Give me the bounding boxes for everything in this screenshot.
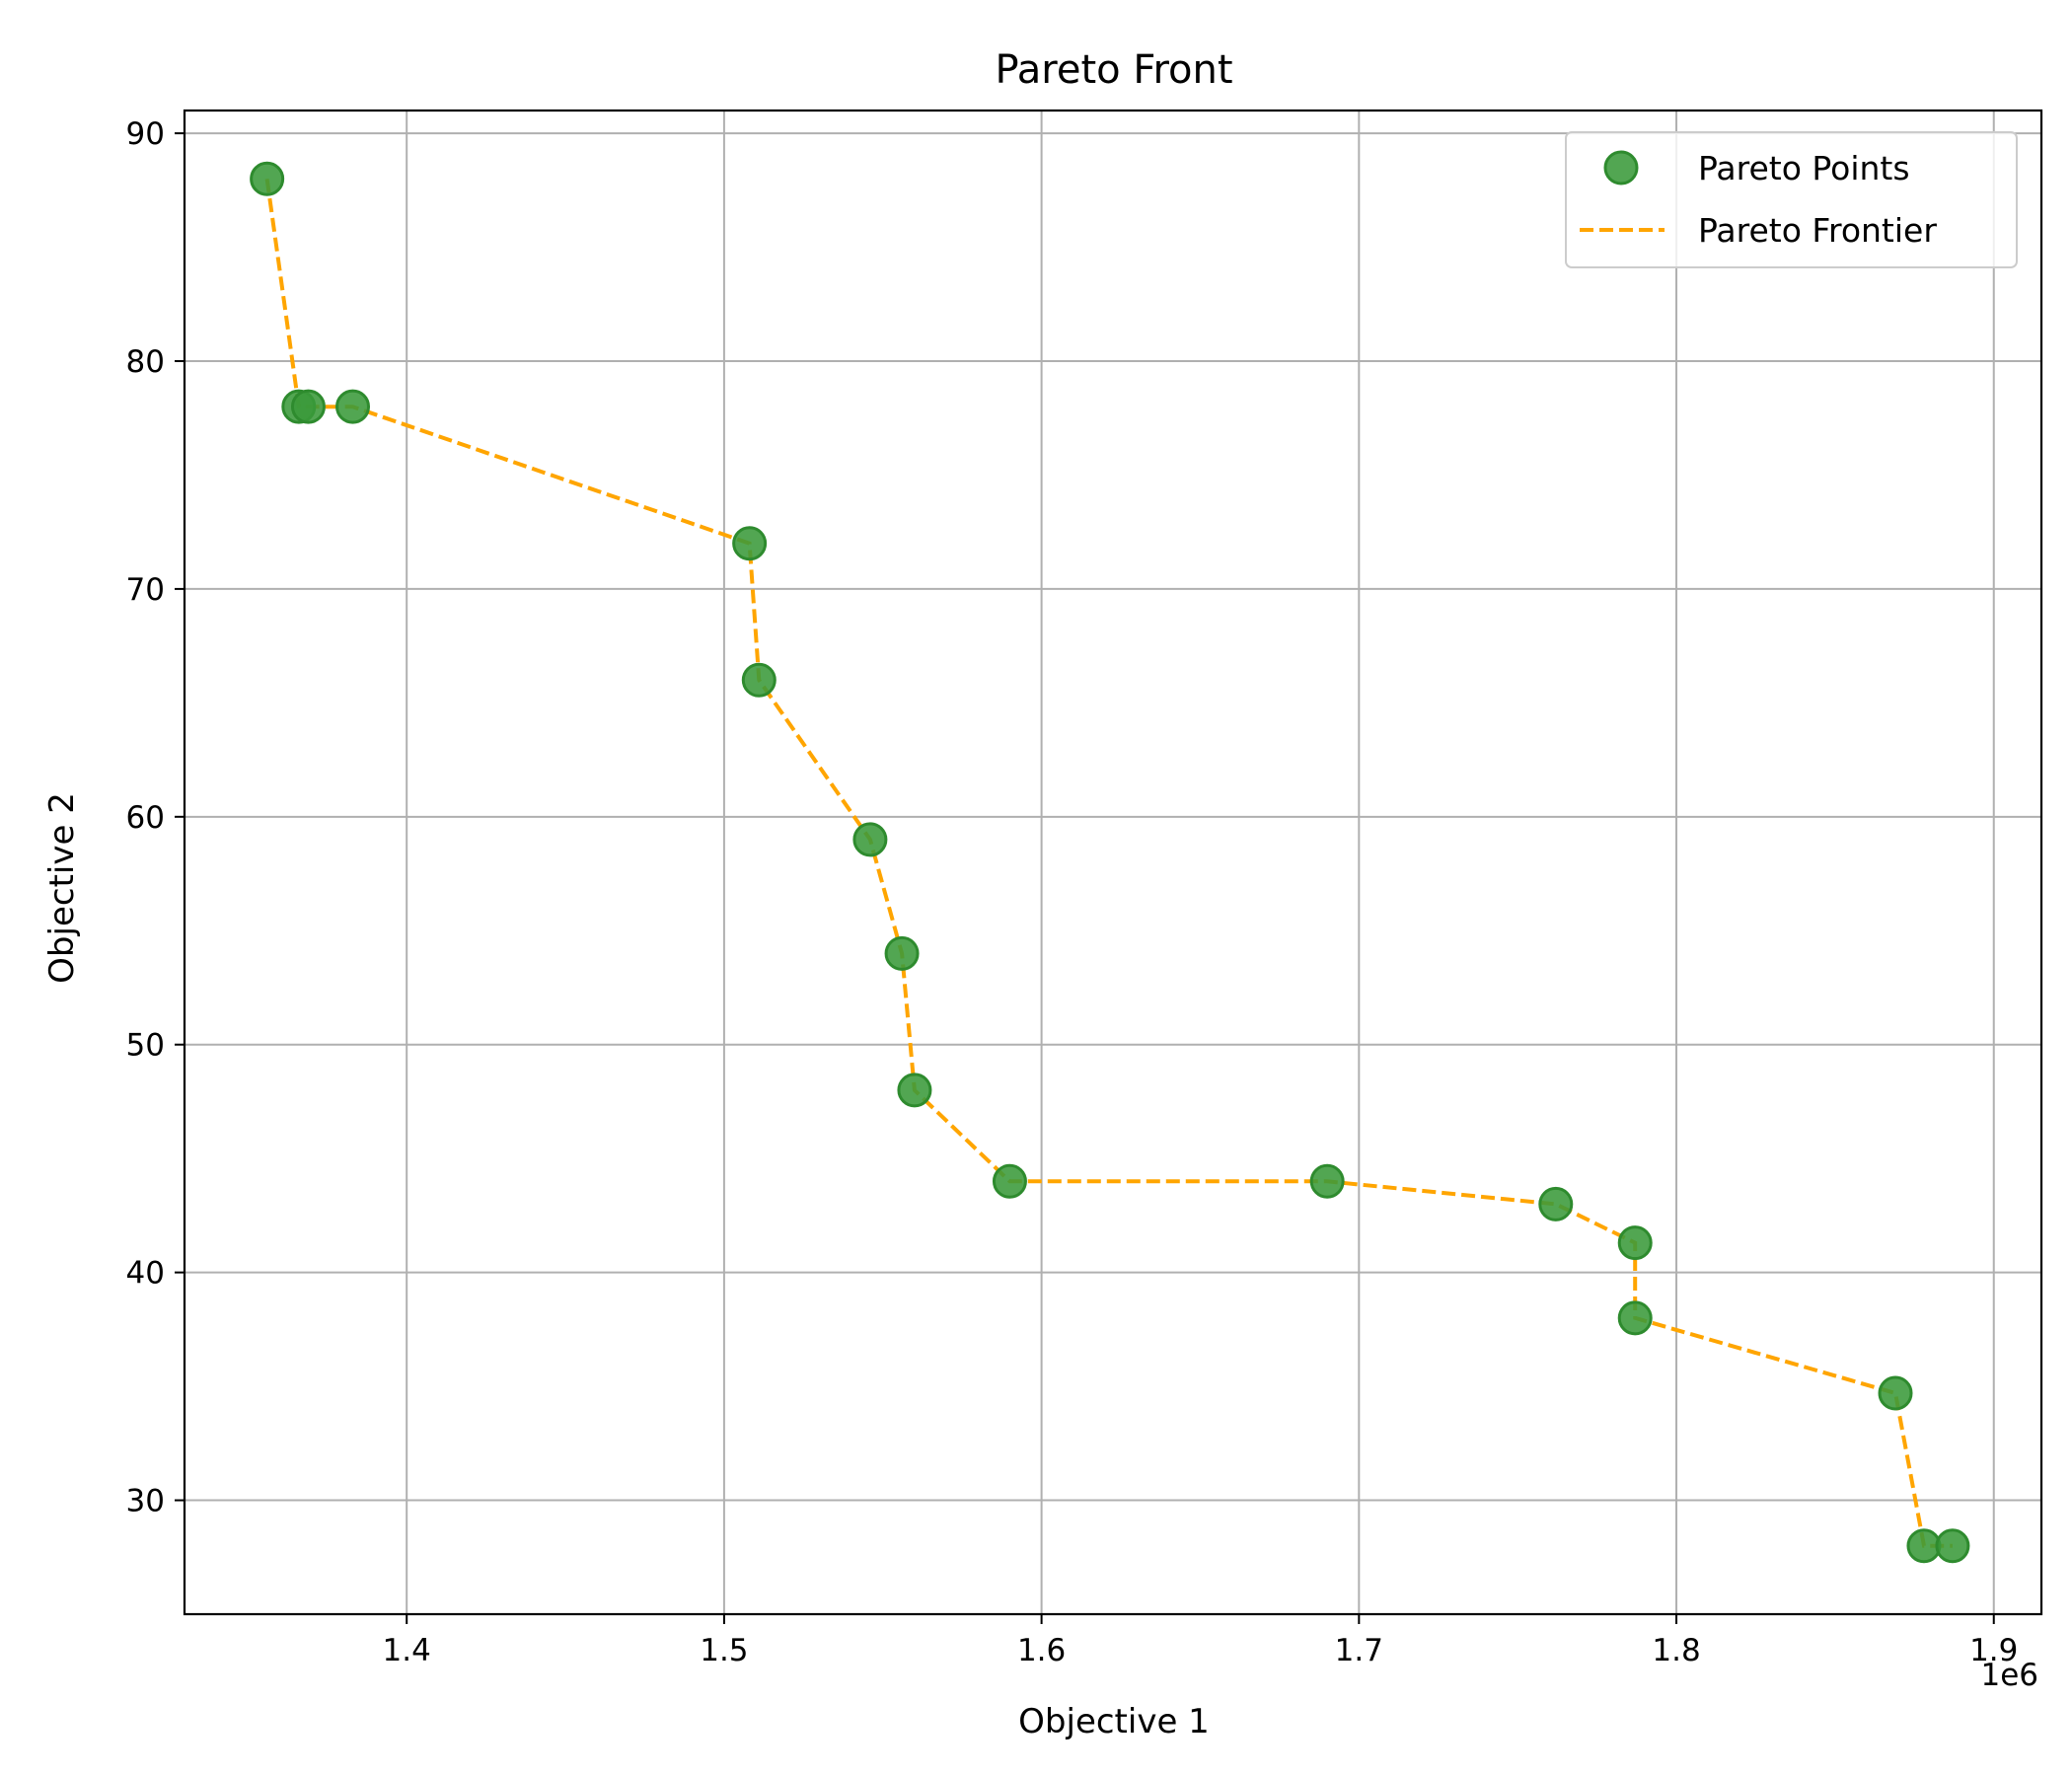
pareto-point xyxy=(1878,1375,1913,1411)
y-tick-label: 30 xyxy=(126,1484,165,1519)
y-tick-label: 50 xyxy=(126,1028,165,1064)
pareto-point xyxy=(884,935,920,971)
x-axis-label: Objective 1 xyxy=(1018,1702,1210,1741)
pareto-point xyxy=(1935,1528,1970,1564)
pareto-point xyxy=(732,526,768,561)
y-tick-label: 80 xyxy=(126,344,165,380)
points-layer xyxy=(250,161,1970,1564)
pareto-point xyxy=(1617,1225,1653,1261)
legend: Pareto Points Pareto Frontier xyxy=(1565,131,2018,268)
legend-label-frontier: Pareto Frontier xyxy=(1698,211,1937,250)
legend-box xyxy=(1565,131,2018,268)
pareto-point xyxy=(1906,1528,1942,1564)
pareto-point xyxy=(1309,1163,1345,1199)
x-tick-label: 1.5 xyxy=(700,1633,748,1668)
pareto-point xyxy=(1538,1186,1574,1221)
pareto-point xyxy=(1617,1300,1653,1336)
y-tick-label: 40 xyxy=(126,1256,165,1292)
pareto-point xyxy=(290,389,326,424)
pareto-point xyxy=(335,389,371,424)
pareto-point xyxy=(897,1073,932,1108)
x-axis-offset-text: 1e6 xyxy=(1980,1658,2038,1693)
pareto-point xyxy=(992,1163,1027,1199)
tick-marks xyxy=(175,132,1995,1624)
x-tick-label: 1.4 xyxy=(383,1633,431,1668)
chart-title: Pareto Front xyxy=(995,47,1232,93)
legend-label-points: Pareto Points xyxy=(1698,149,1910,187)
x-tick-label: 1.6 xyxy=(1017,1633,1066,1668)
pareto-point xyxy=(852,822,888,857)
y-tick-label: 60 xyxy=(126,800,165,836)
y-axis-label: Objective 2 xyxy=(42,792,82,984)
pareto-point xyxy=(250,161,285,196)
axes-frame xyxy=(183,109,2043,1616)
x-tick-label: 1.9 xyxy=(1969,1633,2018,1668)
legend-point-marker xyxy=(1603,150,1639,185)
grid-lines xyxy=(185,111,2041,1614)
pareto-point xyxy=(741,662,777,698)
y-tick-label: 90 xyxy=(126,116,165,152)
x-tick-label: 1.8 xyxy=(1652,1633,1700,1668)
x-tick-label: 1.7 xyxy=(1335,1633,1383,1668)
y-tick-label: 70 xyxy=(126,572,165,608)
